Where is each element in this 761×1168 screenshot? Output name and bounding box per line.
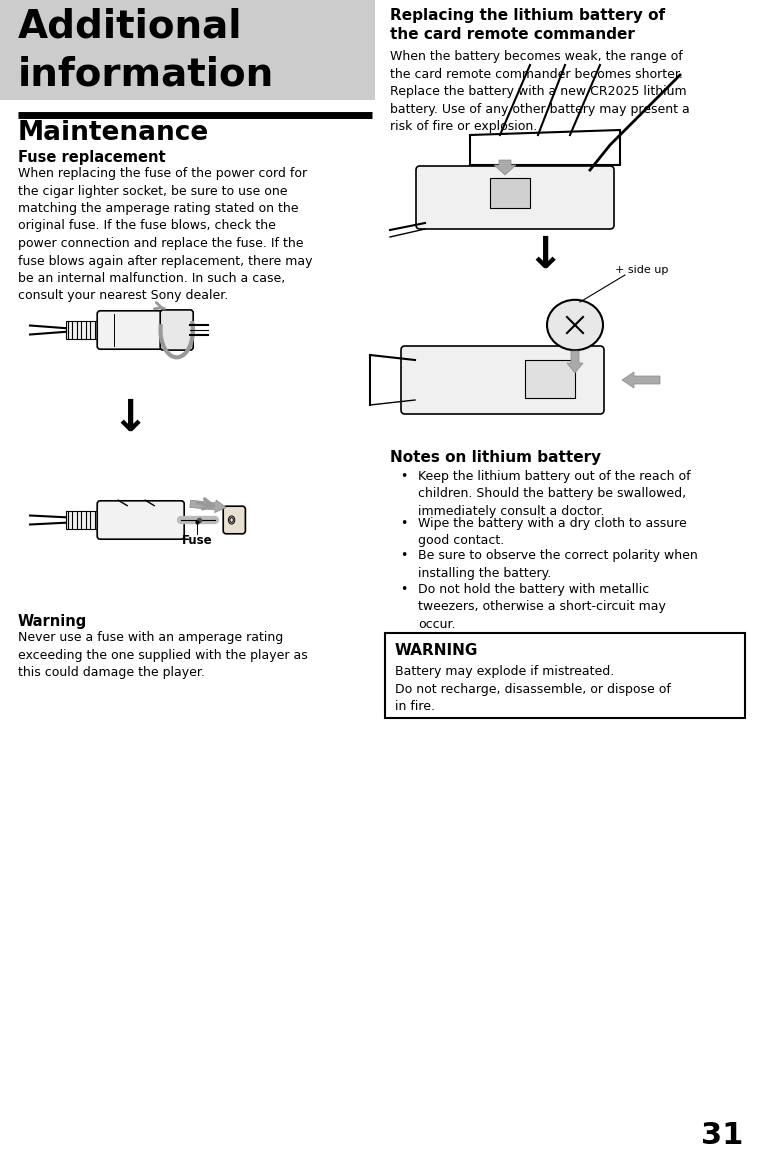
Text: Fuse replacement: Fuse replacement	[18, 150, 166, 165]
Bar	[525, 360, 575, 398]
Text: Maintenance: Maintenance	[18, 120, 209, 146]
FancyBboxPatch shape	[223, 506, 245, 534]
FancyArrow shape	[189, 500, 226, 513]
Text: + side up: + side up	[615, 265, 668, 274]
Text: When replacing the fuse of the power cord for
the cigar lighter socket, be sure : When replacing the fuse of the power cor…	[18, 167, 313, 303]
Text: Keep the lithium battery out of the reach of
children. Should the battery be swa: Keep the lithium battery out of the reac…	[418, 470, 691, 517]
Text: Battery may explode if mistreated.
Do not recharge, disassemble, or dispose of
i: Battery may explode if mistreated. Do no…	[395, 665, 671, 712]
Text: Warning: Warning	[18, 614, 88, 630]
Text: ↓: ↓	[527, 234, 564, 277]
FancyArrow shape	[494, 160, 516, 175]
Text: •: •	[400, 549, 408, 563]
FancyBboxPatch shape	[97, 311, 166, 349]
Text: Do not hold the battery with metallic
tweezers, otherwise a short-circuit may
oc: Do not hold the battery with metallic tw…	[418, 583, 666, 631]
FancyBboxPatch shape	[161, 310, 193, 350]
Text: •: •	[400, 516, 408, 529]
Text: ↓: ↓	[111, 396, 148, 439]
Bar	[66, 321, 100, 339]
Text: WARNING: WARNING	[395, 644, 479, 658]
Text: Never use a fuse with an amperage rating
exceeding the one supplied with the pla: Never use a fuse with an amperage rating…	[18, 631, 307, 679]
Bar	[66, 512, 100, 529]
Bar	[0, 0, 375, 100]
FancyBboxPatch shape	[97, 501, 184, 540]
FancyArrow shape	[622, 371, 660, 388]
Text: information: information	[18, 55, 274, 93]
Text: Be sure to observe the correct polarity when
installing the battery.: Be sure to observe the correct polarity …	[418, 549, 698, 580]
Bar	[385, 633, 745, 718]
FancyBboxPatch shape	[401, 346, 604, 413]
Text: Fuse: Fuse	[182, 535, 213, 548]
Text: Replacing the lithium battery of
the card remote commander: Replacing the lithium battery of the car…	[390, 8, 665, 42]
Text: Wipe the battery with a dry cloth to assure
good contact.: Wipe the battery with a dry cloth to ass…	[418, 516, 686, 547]
Text: 31: 31	[701, 1121, 743, 1150]
Text: •: •	[400, 470, 408, 484]
Text: •: •	[400, 583, 408, 596]
FancyArrow shape	[567, 352, 583, 373]
Bar	[490, 178, 530, 208]
Ellipse shape	[547, 300, 603, 350]
Ellipse shape	[573, 164, 591, 192]
Polygon shape	[470, 130, 620, 165]
Text: Notes on lithium battery: Notes on lithium battery	[390, 450, 601, 465]
Text: Additional: Additional	[18, 8, 243, 46]
Text: When the battery becomes weak, the range of
the card remote commander becomes sh: When the battery becomes weak, the range…	[390, 50, 689, 133]
FancyBboxPatch shape	[416, 166, 614, 229]
